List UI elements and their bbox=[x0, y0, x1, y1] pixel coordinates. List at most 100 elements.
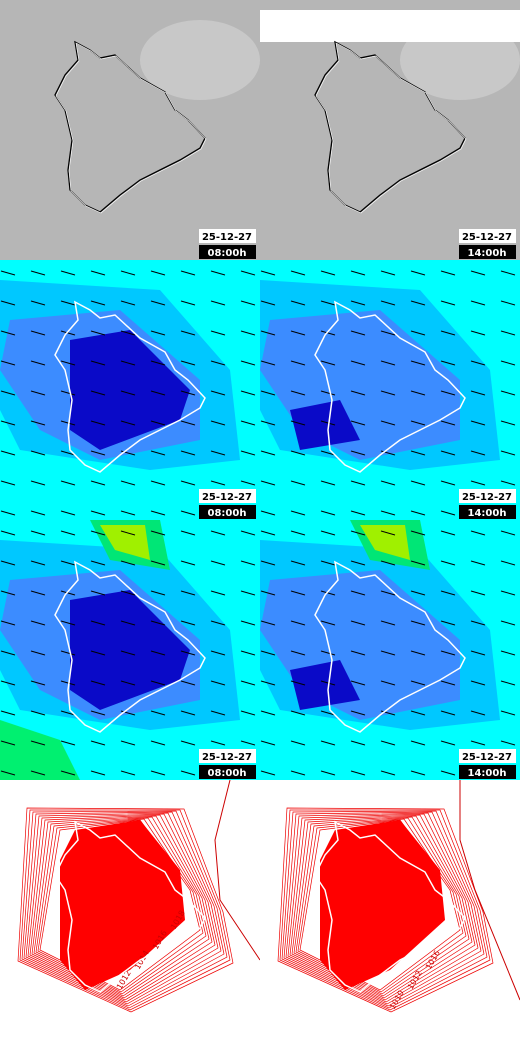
date-label: 25-12-27 bbox=[202, 752, 252, 763]
wind-arrow bbox=[410, 270, 426, 276]
date-label: 25-12-27 bbox=[462, 232, 512, 243]
wind-arrow bbox=[0, 390, 16, 396]
wind-arrow bbox=[440, 330, 456, 336]
wind-arrow bbox=[320, 360, 336, 366]
wind-arrow bbox=[30, 590, 46, 596]
isobar bbox=[285, 812, 482, 1005]
wind-arrow bbox=[500, 270, 516, 276]
wind-arrow bbox=[470, 480, 486, 486]
wind-arrow bbox=[240, 360, 256, 366]
wind-arrow bbox=[290, 450, 306, 456]
time-label: 14:00h bbox=[468, 768, 507, 779]
isobar bbox=[291, 815, 473, 999]
wind-arrow bbox=[500, 590, 516, 596]
wind-arrow bbox=[180, 510, 196, 516]
wind-arrow bbox=[90, 710, 106, 716]
wind-arrow bbox=[440, 650, 456, 656]
wind-arrow bbox=[500, 620, 516, 626]
date-label: 25-12-27 bbox=[202, 492, 252, 503]
wind-arrow bbox=[290, 330, 306, 336]
wind-arrow bbox=[260, 450, 276, 456]
wind-arrow bbox=[320, 420, 336, 426]
wind-arrow bbox=[380, 650, 396, 656]
wind-arrow bbox=[440, 510, 456, 516]
wind-arrow bbox=[470, 530, 486, 536]
wind-arrow bbox=[320, 300, 336, 306]
wind-arrow bbox=[380, 680, 396, 686]
wind-arrow bbox=[60, 770, 76, 776]
wind-arrow bbox=[470, 360, 486, 366]
wind-arrow bbox=[320, 770, 336, 776]
wind-arrow bbox=[470, 270, 486, 276]
wind-arrow bbox=[90, 270, 106, 276]
wind-arrow bbox=[180, 680, 196, 686]
wind-arrow bbox=[150, 620, 166, 626]
date-label: 25-12-27 bbox=[462, 752, 512, 763]
wind-arrow bbox=[0, 590, 16, 596]
wind-arrow bbox=[0, 330, 16, 336]
isobar bbox=[279, 809, 491, 1011]
wind-arrow bbox=[30, 650, 46, 656]
wind-arrow bbox=[350, 360, 366, 366]
wind-arrow bbox=[350, 710, 366, 716]
wind-arrow bbox=[350, 560, 366, 566]
wind-arrow bbox=[30, 510, 46, 516]
wind-arrow bbox=[90, 590, 106, 596]
wind-arrow bbox=[410, 450, 426, 456]
wind-arrow bbox=[260, 510, 276, 516]
isobar bbox=[37, 818, 204, 993]
wind-arrow bbox=[350, 590, 366, 596]
wind-arrow bbox=[410, 680, 426, 686]
wind-arrow bbox=[90, 330, 106, 336]
coastline bbox=[314, 560, 466, 733]
wind-arrow bbox=[0, 680, 16, 686]
wind-arrow bbox=[260, 300, 276, 306]
wind-arrow bbox=[30, 420, 46, 426]
wind-arrow bbox=[120, 360, 136, 366]
wind-arrow bbox=[380, 420, 396, 426]
wind-arrow bbox=[260, 530, 276, 536]
field bbox=[360, 525, 410, 560]
wind-arrow bbox=[410, 530, 426, 536]
wind-arrow bbox=[60, 480, 76, 486]
wind-arrow bbox=[320, 330, 336, 336]
wind-arrow bbox=[0, 420, 16, 426]
wind-arrow bbox=[320, 450, 336, 456]
wind-arrow bbox=[440, 620, 456, 626]
wind-arrow bbox=[240, 590, 256, 596]
time-box bbox=[459, 765, 516, 779]
wind-arrow bbox=[90, 450, 106, 456]
wind-arrow bbox=[150, 330, 166, 336]
isobar bbox=[25, 812, 222, 1005]
wind-arrow bbox=[260, 590, 276, 596]
wind-arrow bbox=[150, 360, 166, 366]
map-panel: 25-12-27 14:00h bbox=[260, 520, 520, 780]
wind-arrow bbox=[60, 530, 76, 536]
wind-arrow bbox=[440, 710, 456, 716]
isobar bbox=[33, 816, 210, 997]
wind-arrow bbox=[60, 330, 76, 336]
wind-arrow bbox=[120, 530, 136, 536]
wind-arrow bbox=[260, 740, 276, 746]
wind-arrow bbox=[30, 270, 46, 276]
wind-arrow bbox=[210, 680, 226, 686]
wind-arrow bbox=[90, 620, 106, 626]
wind-arrow bbox=[290, 710, 306, 716]
wind-arrow bbox=[180, 270, 196, 276]
wind-arrow bbox=[120, 270, 136, 276]
wind-arrow bbox=[260, 360, 276, 366]
isobar bbox=[19, 809, 231, 1011]
wind-arrow bbox=[0, 480, 16, 486]
wind-arrow bbox=[410, 560, 426, 566]
wind-arrow bbox=[210, 450, 226, 456]
wind-arrow bbox=[180, 360, 196, 366]
wind-arrow bbox=[150, 740, 166, 746]
wind-arrow bbox=[150, 480, 166, 486]
isobar bbox=[23, 811, 225, 1007]
wind-arrow bbox=[180, 330, 196, 336]
wind-arrow bbox=[210, 620, 226, 626]
wind-arrow bbox=[470, 390, 486, 396]
wind-arrow bbox=[500, 710, 516, 716]
wind-arrow bbox=[350, 480, 366, 486]
wind-arrow bbox=[180, 530, 196, 536]
